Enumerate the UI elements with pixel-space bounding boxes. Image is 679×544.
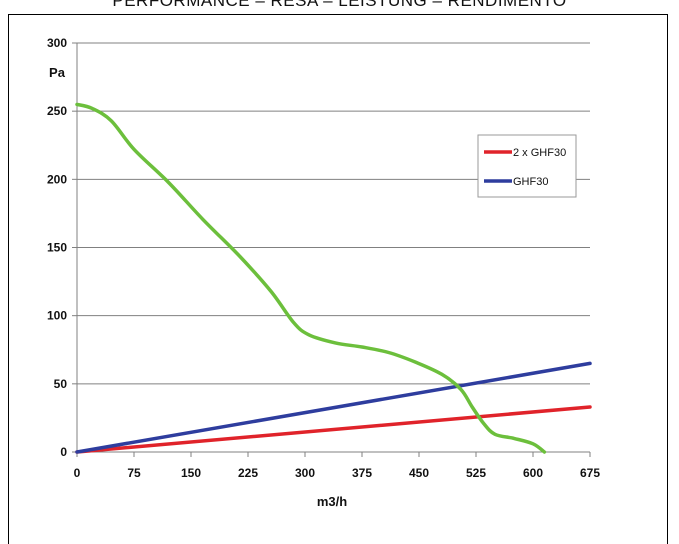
y-axis-label: Pa [49,65,66,80]
x-tick-label: 450 [409,466,429,480]
series-line-2-x-ghf30 [75,405,592,454]
x-tick-labels: 0 75 150 225 300 375 450 525 600 675 [74,466,601,480]
legend: 2 x GHF30 GHF30 [477,134,577,198]
legend-box [477,134,577,198]
y-tick-label: 150 [47,241,67,255]
y-tick-labels: 0 50 100 150 200 250 300 [47,36,67,459]
x-tick-label: 75 [127,466,141,480]
series-line-ghf30 [75,361,592,454]
series-lines [75,102,592,454]
legend-label: 2 x GHF30 [513,147,566,159]
x-tick-label: 525 [466,466,486,480]
x-tick-label: 0 [74,466,81,480]
x-tick-label: 150 [181,466,201,480]
y-tick-label: 100 [47,309,67,323]
x-tick-label: 675 [580,466,600,480]
x-tick-label: 225 [238,466,258,480]
chart-frame [8,14,668,544]
grid-lines [77,42,590,385]
x-tick-label: 300 [295,466,315,480]
series-line-fan-curve [75,102,547,454]
y-tick-label: 0 [60,445,67,459]
y-tick-label: 50 [54,377,68,391]
legend-label: GHF30 [513,176,548,188]
y-tick-label: 300 [47,36,67,50]
axes [72,42,591,457]
page-title: PERFORMANCE – RESA – LEISTUNG – RENDIMEN… [112,0,567,10]
x-tick-label: 375 [352,466,372,480]
x-axis-label: m3/h [317,494,347,509]
x-tick-label: 600 [523,466,543,480]
y-tick-label: 200 [47,172,67,186]
performance-chart: 0 75 150 225 300 375 450 525 600 675 0 50 100 150 200… [47,36,601,509]
y-tick-label: 250 [47,104,67,118]
